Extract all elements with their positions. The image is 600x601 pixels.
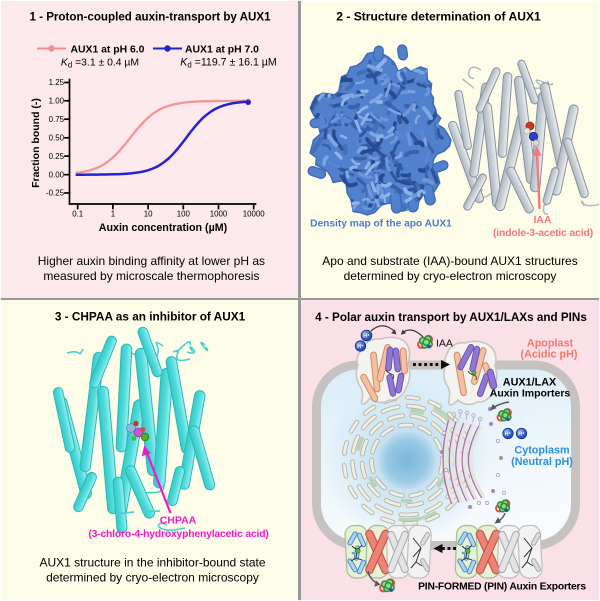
svg-text:Higher auxin binding affinity: Higher auxin binding affinity at lower p… xyxy=(38,254,265,268)
svg-text:4 - Polar auxin transport by A: 4 - Polar auxin transport by AUX1/LAXs a… xyxy=(315,311,587,324)
svg-text:3 - CHPAA as an inhibitor of A: 3 - CHPAA as an inhibitor of AUX1 xyxy=(55,310,246,324)
svg-text:100: 100 xyxy=(177,210,191,219)
svg-text:Cytoplasm: Cytoplasm xyxy=(514,445,569,457)
svg-text:determined by cryo-electron mi: determined by cryo-electron microscopy xyxy=(344,269,557,283)
svg-text:(Neutral pH): (Neutral pH) xyxy=(511,456,573,468)
svg-text:(Acidic pH): (Acidic pH) xyxy=(521,349,578,361)
svg-text:10: 10 xyxy=(144,210,153,219)
svg-text:Apoplast: Apoplast xyxy=(527,338,574,350)
svg-text:Density map of the apo AUX1: Density map of the apo AUX1 xyxy=(310,219,452,230)
svg-text:PIN-FORMED (PIN) Auxin Exporte: PIN-FORMED (PIN) Auxin Exporters xyxy=(418,582,586,593)
svg-text:AUX1 at pH 7.0: AUX1 at pH 7.0 xyxy=(185,45,259,56)
svg-text:1: 1 xyxy=(111,210,115,219)
svg-text:Kd =3.1 ± 0.4 µM: Kd =3.1 ± 0.4 µM xyxy=(61,58,139,70)
svg-text:H⁺: H⁺ xyxy=(505,431,512,437)
svg-text:determined by cryo-electron mi: determined by cryo-electron microscopy xyxy=(46,571,259,585)
svg-text:0.50: 0.50 xyxy=(49,134,65,143)
svg-text:measured by microscale thermop: measured by microscale thermophoresis xyxy=(43,269,259,283)
svg-text:2 - Structure determination of: 2 - Structure determination of AUX1 xyxy=(336,10,541,24)
svg-text:H⁺: H⁺ xyxy=(363,333,370,339)
svg-text:0.1: 0.1 xyxy=(72,210,83,219)
svg-text:H⁺: H⁺ xyxy=(357,344,364,350)
svg-text:(indole-3-acetic acid): (indole-3-acetic acid) xyxy=(493,228,593,239)
svg-text:1000: 1000 xyxy=(210,210,228,219)
svg-text:0.00: 0.00 xyxy=(49,170,65,179)
svg-text:AUX1/LAX: AUX1/LAX xyxy=(503,377,557,389)
svg-text:0.25: 0.25 xyxy=(49,152,65,161)
svg-text:Auxin concentration (µM): Auxin concentration (µM) xyxy=(99,222,228,234)
svg-text:Auxin Importers: Auxin Importers xyxy=(490,388,571,400)
svg-text:1 - Proton-coupled auxin-trans: 1 - Proton-coupled auxin-transport by AU… xyxy=(29,11,271,24)
svg-text:IAA: IAA xyxy=(436,338,453,350)
svg-text:-0.25: -0.25 xyxy=(46,189,65,198)
svg-text:AUX1 structure in the inhibito: AUX1 structure in the inhibitor-bound st… xyxy=(39,556,265,570)
svg-text:10000: 10000 xyxy=(243,210,266,219)
svg-text:CHPAA: CHPAA xyxy=(160,515,197,527)
svg-text:0.75: 0.75 xyxy=(49,115,65,124)
svg-text:H⁺: H⁺ xyxy=(518,431,525,437)
svg-text:AUX1 at pH 6.0: AUX1 at pH 6.0 xyxy=(71,45,145,56)
svg-text:1.25: 1.25 xyxy=(49,78,65,87)
svg-text:Kd =119.7 ± 16.1 µM: Kd =119.7 ± 16.1 µM xyxy=(180,57,276,70)
svg-text:Fraction bound (-): Fraction bound (-) xyxy=(30,98,42,188)
svg-text:(3-chloro-4-hydroxyphenylaceti: (3-chloro-4-hydroxyphenylacetic acid) xyxy=(88,529,268,540)
svg-text:Apo and substrate (IAA)-bound: Apo and substrate (IAA)-bound AUX1 struc… xyxy=(322,254,577,268)
svg-text:1.00: 1.00 xyxy=(49,97,65,106)
svg-text:IAA: IAA xyxy=(534,215,552,226)
